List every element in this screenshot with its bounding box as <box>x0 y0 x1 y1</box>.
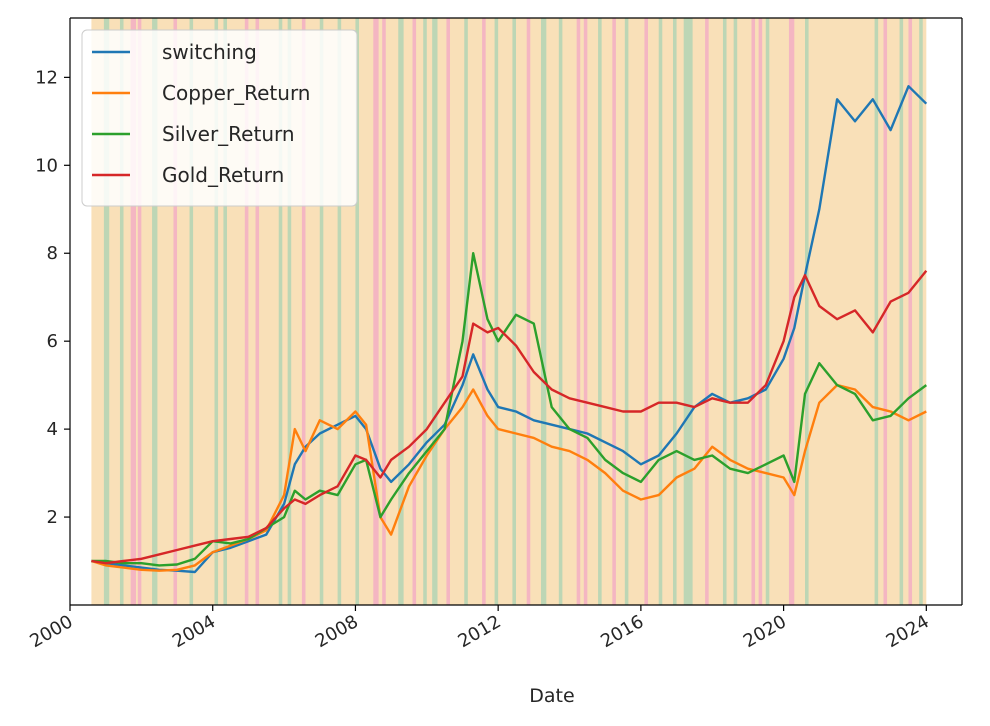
regime-band-green <box>103 18 110 605</box>
legend: switching Copper_Return Silver_Return Gold_… <box>81 29 358 207</box>
regime-band-green <box>119 18 124 605</box>
regime-band-pink <box>612 18 616 605</box>
regime-band-green <box>765 18 770 605</box>
regime-band-green <box>658 18 663 605</box>
regime-band-green <box>152 18 158 605</box>
axes <box>69 17 963 606</box>
x-axis-title: Date <box>529 685 574 707</box>
regime-band-green <box>189 18 194 605</box>
y-tick-label: 6 <box>47 331 58 352</box>
regime-band-green <box>278 18 283 605</box>
regime-band-green <box>432 18 438 605</box>
y-tick-label: 4 <box>47 419 58 440</box>
regime-band-pink <box>130 18 137 605</box>
regime-band-green <box>355 18 360 605</box>
x-tick-label: 2000 <box>26 611 76 652</box>
x-tick-label: 2012 <box>454 611 504 652</box>
regime-band-pink <box>255 18 260 605</box>
series-lines <box>91 84 928 574</box>
y-axis-ticks: 2 4 6 8 10 12 <box>35 67 70 528</box>
regime-band-green <box>683 18 693 605</box>
regime-band-green <box>398 18 404 605</box>
legend-label: Gold_Return <box>162 163 284 187</box>
regime-band-green <box>558 18 563 605</box>
regime-band-green <box>214 18 219 605</box>
regime-band-green <box>899 18 904 605</box>
regime-band-pink <box>644 18 649 605</box>
regime-band-green <box>287 18 292 605</box>
regime-band-pink <box>751 18 756 605</box>
x-axis-ticks: 2000 2004 2008 2012 2016 2020 2024 <box>26 605 933 652</box>
regime-band-pink <box>244 18 249 605</box>
y-tick-label: 2 <box>47 507 58 528</box>
x-tick-label: 2016 <box>597 611 647 652</box>
x-tick-label: 2024 <box>883 611 933 652</box>
legend-box <box>81 29 358 207</box>
regime-band-green <box>598 18 602 605</box>
regime-band-pink <box>526 18 531 605</box>
regime-band-pink <box>482 18 486 605</box>
regime-band-green <box>874 18 879 605</box>
regime-band-pink <box>705 18 709 605</box>
y-tick-label: 12 <box>35 67 58 88</box>
regime-band-green <box>423 18 427 605</box>
regime-band-green <box>722 18 727 605</box>
legend-label: Copper_Return <box>162 81 311 105</box>
regime-band-green <box>672 18 677 605</box>
y-tick-label: 10 <box>35 155 58 176</box>
regime-band-green <box>512 18 516 605</box>
regime-band-pink <box>137 18 142 605</box>
regime-band-green <box>733 18 738 605</box>
regime-band-pink <box>373 18 379 605</box>
x-tick-label: 2008 <box>312 611 362 652</box>
regime-band-pink <box>576 18 581 605</box>
legend-label: switching <box>162 40 257 64</box>
series-line-switching <box>91 84 928 574</box>
regime-band-green <box>540 18 547 605</box>
regime-band-green <box>319 18 324 605</box>
regime-band-green <box>919 18 923 605</box>
regime-band-pink <box>412 18 417 605</box>
regime-band-green <box>494 18 499 605</box>
series-line-gold-return <box>91 270 928 565</box>
regime-band-pink <box>908 18 913 605</box>
regime-band-pink <box>382 18 386 605</box>
regime-band-pink <box>173 18 178 605</box>
regime-band-pink <box>758 18 763 605</box>
regime-band-green <box>337 18 342 605</box>
legend-label: Silver_Return <box>162 122 295 146</box>
regime-band-green <box>624 18 629 605</box>
regime-band-green <box>223 18 227 605</box>
regime-band-green <box>805 18 809 605</box>
regime-band-pink <box>301 18 306 605</box>
x-tick-label: 2004 <box>169 611 219 652</box>
regime-band-pink <box>583 18 588 605</box>
x-tick-label: 2020 <box>740 611 790 652</box>
regime-band-pink <box>446 18 450 605</box>
y-tick-label: 8 <box>47 243 58 264</box>
